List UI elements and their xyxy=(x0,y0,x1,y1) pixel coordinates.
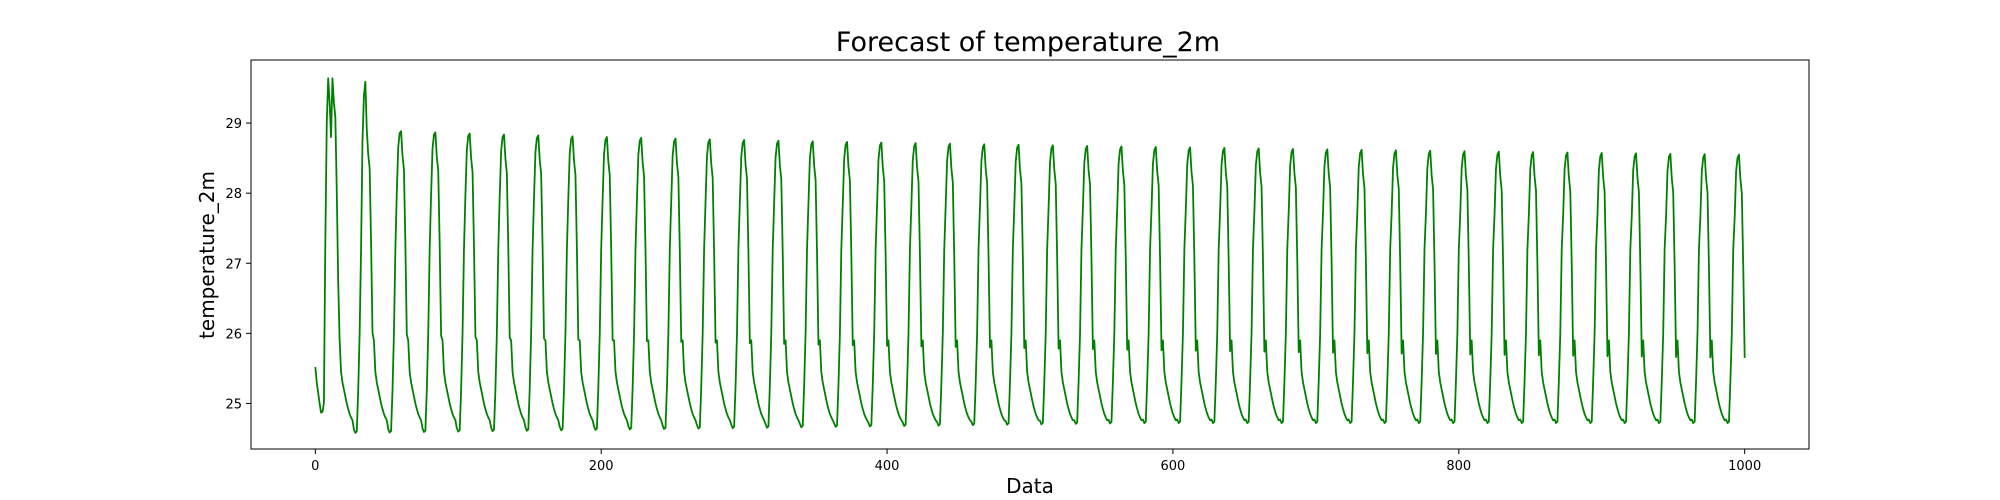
y-tick-label: 26 xyxy=(225,327,242,342)
y-tick-label: 28 xyxy=(225,187,242,202)
x-axis-label: Data xyxy=(1006,474,1054,498)
x-tick-label: 600 xyxy=(1161,459,1186,474)
x-tick-label: 0 xyxy=(311,459,319,474)
x-axis: 0 200 400 600 800 1000 xyxy=(311,449,1761,474)
x-tick-label: 1000 xyxy=(1728,459,1761,474)
series-layer xyxy=(314,77,1746,434)
y-tick-label: 27 xyxy=(225,257,242,272)
x-tick-label: 200 xyxy=(589,459,614,474)
y-axis-label: temperature_2m xyxy=(195,171,219,339)
chart-title: Forecast of temperature_2m xyxy=(836,27,1220,58)
y-tick-label: 25 xyxy=(225,397,242,412)
y-tick-label: 29 xyxy=(225,117,242,132)
x-tick-label: 800 xyxy=(1446,459,1471,474)
plot-area xyxy=(250,59,1810,450)
x-tick-label: 400 xyxy=(875,459,900,474)
y-axis: 25 26 27 28 29 xyxy=(225,117,251,412)
series-line-temperature xyxy=(314,77,1746,434)
